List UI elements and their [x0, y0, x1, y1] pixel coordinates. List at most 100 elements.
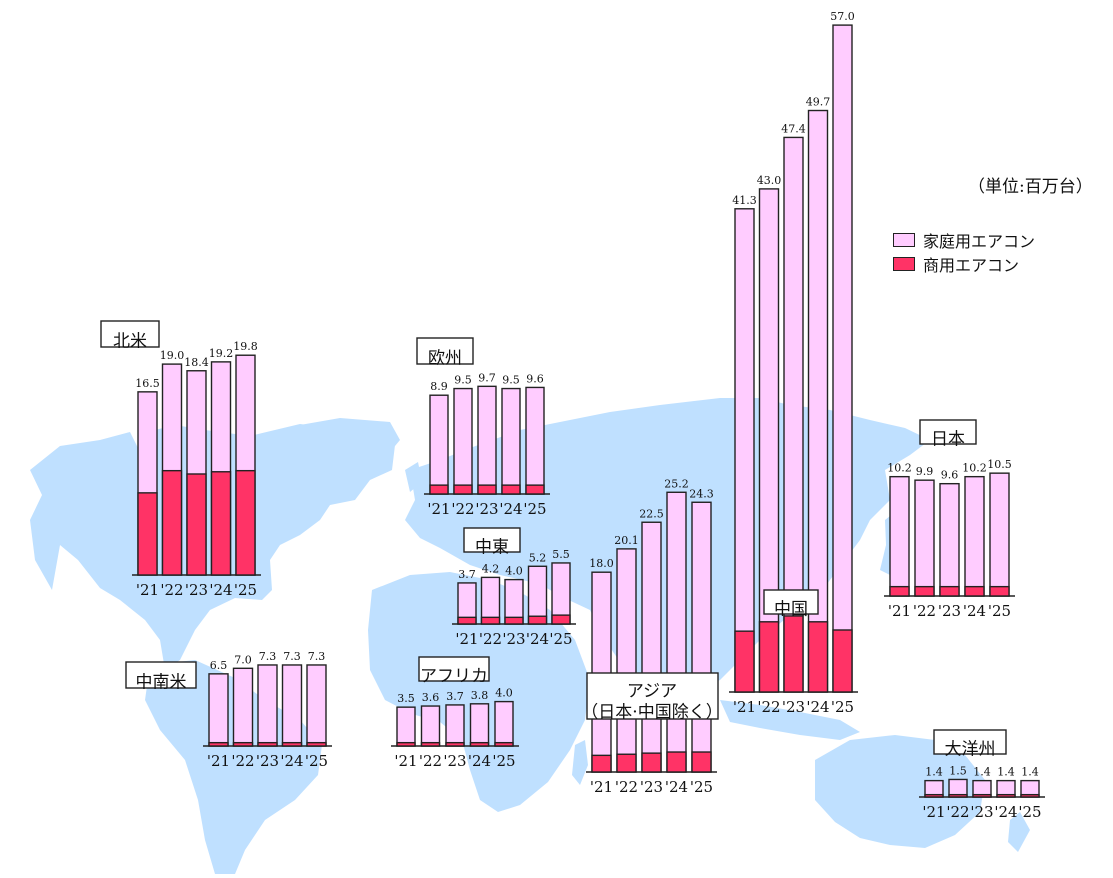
data-label: 7.3 [283, 650, 301, 663]
tick-label: '24 [499, 500, 522, 518]
bar-commercial [306, 741, 327, 747]
region-panel: 6.5 '21 7.0 '22 7.3 '23 7.3 '24 7.3 '25 中南米 [125, 650, 332, 770]
region-title-box [463, 527, 521, 553]
tick-label: '23 [502, 630, 525, 648]
data-label: 1.4 [997, 766, 1015, 779]
tick-label: '23 [938, 602, 961, 620]
tick-label: '23 [443, 752, 466, 770]
tick-label: '22 [479, 630, 502, 648]
data-label: 4.0 [495, 687, 513, 700]
data-label: 5.5 [552, 548, 570, 561]
bar-commercial [641, 752, 662, 773]
tick-label: '25 [523, 500, 546, 518]
tick-label: '24 [994, 803, 1017, 821]
bar-commercial [758, 621, 780, 693]
bar-commercial [161, 469, 183, 576]
region-panel: 10.2 '21 9.9 '22 9.6 '23 10.2 '24 10.5 '25 日本 [884, 419, 1015, 620]
region-title: 中東 [475, 538, 509, 558]
bar-commercial [457, 616, 477, 625]
region-title: 北米 [113, 332, 147, 352]
data-label: 1.5 [949, 764, 967, 777]
bar-commercial [232, 741, 254, 747]
bar-commercial [972, 793, 992, 798]
bar-residential [889, 475, 910, 597]
region-title: アジア [627, 682, 677, 702]
region-panel: 16.5 '21 19.0 '22 18.4 '23 19.2 '24 19.8 '25 北米 [100, 320, 261, 599]
tick-label: '22 [946, 803, 969, 821]
map-south-america [145, 660, 322, 874]
bar-commercial [210, 471, 232, 576]
bar-commercial [235, 469, 256, 576]
tick-label: '21 [888, 602, 911, 620]
bar-commercial [504, 616, 524, 625]
region-title: 中国 [774, 600, 808, 620]
data-label: 20.1 [614, 534, 639, 547]
bar-commercial [445, 741, 465, 747]
data-label: 4.0 [505, 565, 523, 578]
data-label: 25.2 [664, 477, 689, 490]
tick-label: '22 [757, 698, 780, 716]
bar-commercial [469, 741, 490, 747]
bar-commercial [527, 615, 548, 625]
region-title: 欧州 [428, 349, 462, 369]
bar-residential [989, 472, 1010, 597]
tick-label: '23 [970, 803, 993, 821]
tick-label: '25 [831, 698, 854, 716]
tick-label: '25 [988, 602, 1011, 620]
bar-commercial [939, 585, 960, 597]
bar-residential [396, 706, 416, 747]
bar-commercial [257, 741, 278, 747]
data-label: 47.4 [781, 122, 806, 135]
data-label: 19.0 [160, 349, 185, 362]
bar-commercial [480, 616, 501, 625]
map-madagascar [572, 740, 588, 785]
data-label: 1.4 [925, 766, 943, 779]
bar-commercial [429, 484, 449, 495]
data-label: 24.3 [689, 487, 714, 500]
region-panel: 8.9 '21 9.5 '22 9.7 '23 9.5 '24 9.6 '25 欧州 [416, 337, 550, 518]
legend-item-residential: 家庭用エアコン [893, 228, 1035, 252]
tick-label: '25 [690, 778, 713, 796]
legend: 家庭用エアコン 商用エアコン [893, 228, 1035, 276]
tick-label: '24 [468, 752, 491, 770]
data-label: 3.5 [397, 692, 415, 705]
bar-residential [445, 704, 465, 747]
region-panel: 3.5 '21 3.6 '22 3.7 '23 3.8 '24 4.0 '25 アフリカ [391, 656, 519, 770]
tick-label: '23 [185, 581, 208, 599]
data-label: 43.0 [757, 174, 782, 187]
legend-swatch-commercial [893, 257, 915, 271]
data-label: 18.4 [184, 356, 209, 369]
data-label: 8.9 [430, 380, 448, 393]
region-title-box [125, 661, 197, 689]
data-label: 57.0 [830, 10, 855, 23]
data-label: 22.5 [639, 507, 664, 520]
bar-commercial [551, 614, 571, 625]
tick-label: '24 [806, 698, 829, 716]
bar-commercial [591, 754, 612, 773]
tick-label: '24 [280, 752, 303, 770]
bar-commercial [1020, 793, 1040, 798]
bar-commercial [616, 753, 637, 773]
bar-residential [306, 664, 327, 747]
bar-residential [453, 387, 473, 495]
tick-label: '24 [665, 778, 688, 796]
bar-commercial [525, 484, 545, 495]
region-title: 大洋州 [945, 740, 996, 760]
data-label: 7.3 [308, 650, 326, 663]
data-label: 16.5 [135, 377, 160, 390]
map-africa [368, 572, 590, 812]
bar-commercial [734, 630, 755, 693]
legend-label-residential: 家庭用エアコン [923, 232, 1036, 251]
bar-commercial [137, 492, 158, 576]
region-panel: 18.0 '21 20.1 '22 22.5 '23 25.2 '24 24.3 '25 アジア（日… [581, 477, 722, 796]
bar-commercial [889, 585, 910, 597]
tick-label: '24 [963, 602, 986, 620]
legend-label-commercial: 商用エアコン [923, 256, 1020, 275]
data-label: 9.9 [916, 465, 934, 478]
bar-residential [914, 479, 935, 597]
region-title: 中南米 [136, 673, 187, 693]
bar-residential [477, 385, 497, 495]
data-label: 9.6 [526, 372, 544, 385]
bar-commercial [989, 585, 1010, 597]
tick-label: '21 [394, 752, 417, 770]
